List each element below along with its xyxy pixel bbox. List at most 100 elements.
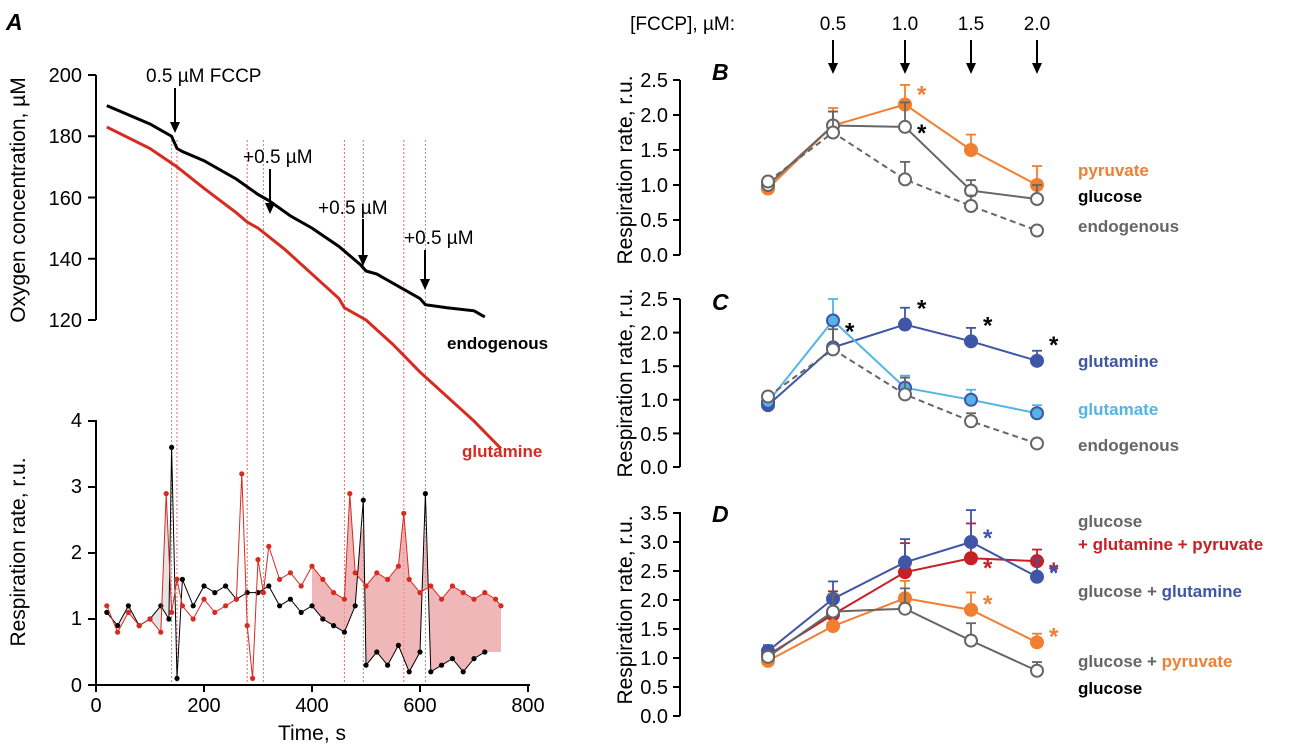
legend-endogenous-c: endogenous [1078,436,1179,455]
oxygen-traces [106,104,503,450]
fccp-annotation-2: +0.5 µM [243,147,313,168]
rate-point-glutamine [239,471,245,477]
legend-pyruvate-b: pyruvate [1078,161,1149,180]
significance-star: * [917,120,927,147]
legend-d-glucose-pyruvate: glucose + pyruvate [1078,652,1233,671]
rate-point-glutamine [439,596,445,602]
data-point [964,633,978,648]
legend-d-glucose-prefix-2: glucose + [1078,652,1157,671]
data-point [898,555,912,570]
d-ytick-0.5: 0.5 [640,677,668,699]
rate-point-glutamine [174,576,180,583]
oxygen-trace-glutamine [106,125,503,450]
legend-glutamine-c: glutamine [1078,352,1158,371]
series-endogenous [761,328,1044,451]
d-ytick-1.0: 1.0 [640,648,668,670]
legend-endogenous-b: endogenous [1078,217,1179,236]
significance-star: * [1049,560,1059,587]
rate-point-glutamine [309,563,315,569]
panel-c-label: C [712,289,729,315]
fccp-header-arrow-2-head [966,63,976,74]
data-point [964,143,978,157]
panel-b-y-ticks [673,79,680,256]
rate-point-glutamine [460,590,466,596]
rate-point-endogenous [201,583,207,589]
oxygen-ytick-120: 120 [49,310,82,332]
data-point [964,334,978,349]
rate-point-glutamine [277,576,283,583]
rate-point-endogenous [158,603,164,609]
legend-glutamate-c: glutamate [1078,400,1158,419]
rate-point-glutamine [163,491,169,497]
oxygen-ytick-160: 160 [49,188,82,210]
fccp-arrows-a [170,88,430,290]
fccp-arrow-3-head [358,255,368,266]
rate-point-endogenous [212,590,218,596]
rate-point-glutamine [147,616,153,622]
data-point [1030,406,1044,421]
rate-point-endogenous [471,656,477,662]
rate-point-endogenous [363,662,369,668]
data-point [898,317,912,332]
d-ytick-1.5: 1.5 [640,619,668,641]
b-ytick-0.5: 0.5 [640,210,668,232]
series-glutamate [761,298,1044,421]
rate-point-glutamine [212,609,218,616]
series-glucose-glutamine: ** [761,509,1059,659]
rate-point-glutamine [482,590,488,596]
panel-c-y-label: Respiration rate, r.u. [614,288,637,477]
rate-point-endogenous [309,603,315,609]
data-point [898,601,912,616]
data-point [1030,569,1044,584]
baseline-region [117,493,172,633]
fccp-annotation-4: +0.5 µM [404,228,474,249]
significance-star: * [1049,623,1059,650]
significance-star: * [1049,332,1059,359]
rate-point-glutamine [493,596,499,602]
data-point [826,604,840,619]
legend-d-pyruvate: pyruvate [1162,652,1233,671]
oxygen-ytick-140: 140 [49,249,82,271]
fccp-annotation-1: 0.5 µM FCCP [146,66,261,87]
time-xtick-0: 0 [90,695,101,717]
rate-point-endogenous [428,669,434,675]
time-xtick-600: 600 [403,695,436,717]
c-ytick-2.0: 2.0 [640,323,668,345]
time-xtick-200: 200 [187,695,220,717]
panel-b-label: B [712,59,729,85]
data-point [964,535,978,549]
rate-point-endogenous [406,669,412,675]
panel-c-plot: * * * * [761,296,1059,451]
rate-point-endogenous [422,491,428,497]
rate-point-endogenous [352,603,358,609]
fccp-value-1.5: 1.5 [958,14,984,35]
rate-ytick-2: 2 [71,542,82,564]
significance-star: * [983,555,993,582]
rate-point-glutamine [498,603,504,609]
rate-difference-fill [117,493,501,672]
rate-point-glutamine [115,629,121,635]
rate-point-endogenous [331,623,337,629]
rate-point-glutamine [374,570,380,576]
rate-point-glutamine [320,576,326,583]
rate-point-glutamine [287,570,293,576]
data-point [826,342,840,357]
rate-point-endogenous [115,623,121,629]
data-point [761,389,775,404]
rate-point-endogenous [298,609,304,616]
rate-point-glutamine [352,570,358,576]
rate-point-endogenous [287,596,293,602]
rate-point-glutamine [179,603,185,609]
panel-d: D 0.0 0.5 1.0 1.5 2.0 2.5 3.0 3.5 Respir… [614,501,1263,728]
d-ytick-0.0: 0.0 [640,706,668,728]
fccp-arrow-4-head [420,279,430,290]
rate-point-glutamine [406,576,412,583]
rate-point-glutamine [125,609,131,616]
fccp-arrows-header [828,40,1042,74]
rate-y-label: Respiration rate, r.u. [7,457,30,646]
oxygen-ytick-180: 180 [49,126,82,148]
legend-d-glucose-2: glucose [1078,679,1142,698]
rate-point-glutamine [471,596,477,602]
rate-point-endogenous [460,669,466,675]
rate-point-endogenous [174,675,180,682]
